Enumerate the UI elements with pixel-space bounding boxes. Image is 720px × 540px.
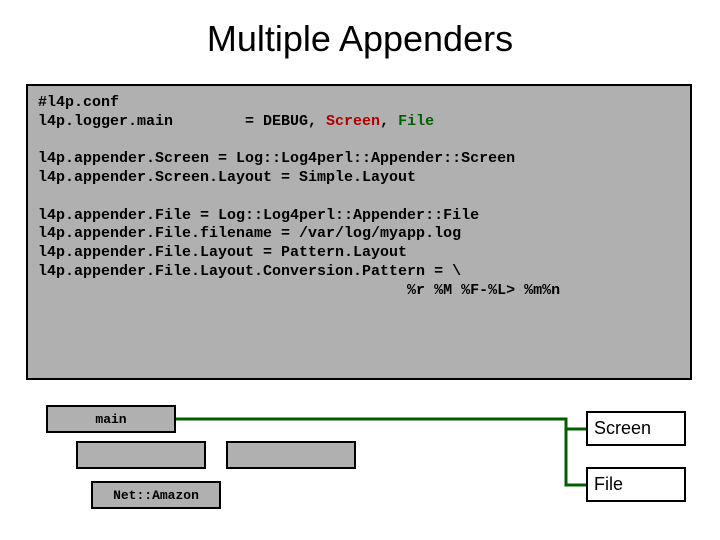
appender-file: File: [586, 467, 686, 502]
code-line: l4p.appender.Screen = Log::Log4perl::App…: [38, 150, 515, 167]
code-line: l4p.appender.File.Layout.Conversion.Patt…: [38, 263, 461, 280]
code-line: l4p.appender.Screen.Layout = Simple.Layo…: [38, 169, 416, 186]
code-line: l4p.appender.File.Layout = Pattern.Layou…: [38, 244, 407, 261]
logger-diagram: main Net::Amazon Screen File: [26, 405, 694, 525]
appender-screen: Screen: [586, 411, 686, 446]
node-main: main: [46, 405, 176, 433]
code-line: l4p.appender.File.filename = /var/log/my…: [38, 225, 461, 242]
code-line: %r %M %F-%L> %m%n: [38, 282, 560, 299]
node-child-b: [226, 441, 356, 469]
config-code-block: #l4p.conf l4p.logger.main = DEBUG, Scree…: [26, 84, 692, 380]
code-line: #l4p.conf: [38, 94, 119, 111]
node-child-a: [76, 441, 206, 469]
keyword-screen: Screen: [326, 113, 380, 130]
code-line: l4p.logger.main = DEBUG, Screen, File: [38, 113, 434, 130]
node-net-amazon: Net::Amazon: [91, 481, 221, 509]
code-line: l4p.appender.File = Log::Log4perl::Appen…: [38, 207, 479, 224]
page-title: Multiple Appenders: [0, 18, 720, 60]
keyword-file: File: [398, 113, 434, 130]
